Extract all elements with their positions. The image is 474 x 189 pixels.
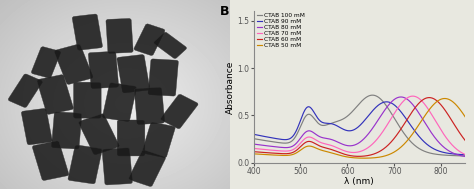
FancyBboxPatch shape: [21, 108, 52, 145]
FancyBboxPatch shape: [32, 141, 69, 180]
CTAB 60 mM: [377, 150, 383, 153]
FancyBboxPatch shape: [102, 83, 137, 121]
CTAB 90 mM: [306, 106, 311, 108]
CTAB 50 mM: [393, 149, 399, 152]
CTAB 60 mM: [251, 150, 256, 153]
CTAB 80 mM: [412, 106, 418, 108]
Line: CTAB 100 mM: CTAB 100 mM: [254, 95, 467, 156]
FancyBboxPatch shape: [134, 24, 165, 56]
CTAB 60 mM: [289, 152, 294, 154]
FancyBboxPatch shape: [37, 75, 73, 114]
CTAB 50 mM: [412, 130, 418, 132]
CTAB 60 mM: [347, 154, 353, 157]
CTAB 80 mM: [398, 96, 404, 98]
CTAB 90 mM: [393, 106, 399, 108]
FancyBboxPatch shape: [134, 87, 164, 124]
CTAB 80 mM: [251, 143, 256, 145]
CTAB 70 mM: [464, 154, 470, 156]
CTAB 90 mM: [464, 154, 470, 156]
FancyBboxPatch shape: [79, 114, 119, 155]
CTAB 50 mM: [442, 97, 447, 100]
CTAB 60 mM: [356, 155, 362, 157]
FancyBboxPatch shape: [106, 19, 133, 53]
Y-axis label: Absorbance: Absorbance: [226, 60, 235, 114]
CTAB 100 mM: [251, 137, 256, 140]
Line: CTAB 60 mM: CTAB 60 mM: [254, 98, 467, 156]
FancyBboxPatch shape: [142, 122, 175, 158]
CTAB 90 mM: [347, 130, 353, 132]
FancyBboxPatch shape: [31, 47, 61, 78]
FancyBboxPatch shape: [117, 55, 150, 93]
Line: CTAB 90 mM: CTAB 90 mM: [254, 102, 467, 155]
CTAB 70 mM: [251, 147, 256, 149]
FancyBboxPatch shape: [148, 59, 178, 96]
CTAB 50 mM: [306, 145, 311, 147]
CTAB 50 mM: [251, 153, 256, 155]
FancyBboxPatch shape: [88, 51, 118, 88]
CTAB 80 mM: [306, 130, 311, 132]
CTAB 90 mM: [383, 101, 389, 103]
FancyBboxPatch shape: [129, 150, 165, 187]
CTAB 100 mM: [347, 113, 353, 115]
CTAB 70 mM: [289, 149, 294, 151]
CTAB 60 mM: [426, 96, 432, 99]
CTAB 80 mM: [393, 97, 399, 99]
CTAB 50 mM: [347, 156, 353, 159]
FancyBboxPatch shape: [102, 148, 132, 185]
FancyBboxPatch shape: [54, 44, 93, 84]
CTAB 90 mM: [251, 133, 256, 135]
CTAB 100 mM: [370, 94, 375, 96]
CTAB 60 mM: [464, 141, 470, 144]
CTAB 70 mM: [347, 151, 353, 153]
FancyBboxPatch shape: [68, 145, 102, 184]
Legend: CTAB 100 mM, CTAB 90 mM, CTAB 80 mM, CTAB 70 mM, CTAB 60 mM, CTAB 50 mM: CTAB 100 mM, CTAB 90 mM, CTAB 80 mM, CTA…: [256, 13, 305, 48]
CTAB 100 mM: [377, 97, 383, 99]
CTAB 70 mM: [306, 136, 311, 138]
CTAB 50 mM: [289, 154, 294, 156]
CTAB 50 mM: [362, 157, 367, 159]
FancyBboxPatch shape: [73, 82, 101, 118]
CTAB 80 mM: [464, 156, 470, 158]
CTAB 90 mM: [289, 137, 294, 139]
Line: CTAB 80 mM: CTAB 80 mM: [254, 97, 467, 157]
FancyBboxPatch shape: [72, 14, 102, 50]
CTAB 70 mM: [412, 95, 418, 98]
Text: B: B: [220, 5, 229, 18]
X-axis label: λ (nm): λ (nm): [344, 177, 374, 186]
CTAB 60 mM: [306, 140, 311, 143]
FancyBboxPatch shape: [161, 94, 198, 129]
CTAB 50 mM: [377, 156, 383, 158]
CTAB 70 mM: [410, 95, 416, 97]
CTAB 70 mM: [376, 135, 382, 138]
FancyBboxPatch shape: [52, 112, 82, 149]
CTAB 70 mM: [393, 110, 399, 112]
CTAB 80 mM: [347, 145, 353, 147]
FancyBboxPatch shape: [8, 74, 42, 108]
CTAB 60 mM: [393, 134, 399, 137]
CTAB 100 mM: [289, 140, 294, 143]
CTAB 50 mM: [464, 118, 470, 121]
CTAB 90 mM: [412, 129, 418, 132]
CTAB 100 mM: [306, 113, 311, 115]
CTAB 100 mM: [412, 144, 418, 146]
CTAB 100 mM: [464, 155, 470, 157]
CTAB 100 mM: [393, 120, 399, 123]
FancyBboxPatch shape: [117, 120, 145, 156]
CTAB 90 mM: [376, 103, 382, 106]
CTAB 60 mM: [412, 107, 418, 110]
Line: CTAB 50 mM: CTAB 50 mM: [254, 98, 467, 158]
FancyBboxPatch shape: [154, 32, 187, 59]
CTAB 80 mM: [289, 146, 294, 148]
Line: CTAB 70 mM: CTAB 70 mM: [254, 96, 467, 155]
CTAB 80 mM: [376, 117, 382, 119]
